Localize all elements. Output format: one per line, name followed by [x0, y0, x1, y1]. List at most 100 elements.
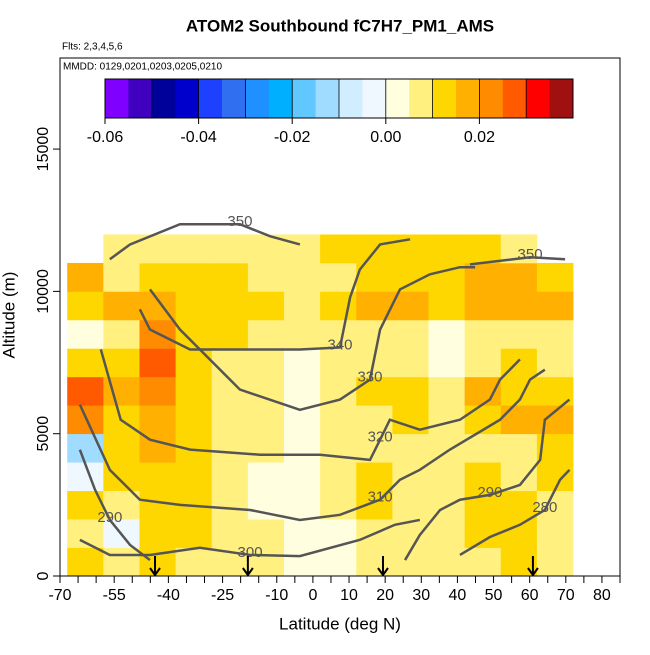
heatmap-cell [500, 433, 538, 463]
x-tick-label: -10 [265, 587, 288, 604]
heatmap-cell [103, 291, 140, 321]
colorbar-swatch [339, 79, 363, 118]
contour-label: 350 [227, 213, 252, 230]
contour-line [78, 449, 151, 562]
heatmap-cell [139, 433, 177, 463]
heatmap-cell [284, 462, 321, 492]
contour-label: 340 [327, 336, 352, 353]
heatmap-cell [67, 319, 104, 349]
contour-label: 290 [97, 509, 122, 526]
heatmap-cell [392, 319, 429, 349]
heatmap-cell [356, 376, 393, 406]
colorbar-swatch [432, 79, 457, 118]
colorbar-swatch [198, 79, 223, 118]
heatmap-cell [356, 462, 393, 492]
heatmap-cell [139, 462, 177, 492]
x-tick-label: -70 [48, 587, 71, 604]
plot-frame [59, 57, 621, 577]
heatmap-cell [536, 462, 574, 492]
heatmap-cell [500, 490, 538, 520]
heatmap-cell [536, 319, 574, 349]
x-tick-label: 0 [308, 587, 317, 604]
heatmap-cell [284, 319, 321, 349]
heatmap-cell [175, 348, 213, 378]
heatmap-cell [103, 433, 140, 463]
colorbar-swatch [502, 79, 527, 118]
contour-line [403, 398, 571, 561]
heatmap-cell [103, 234, 140, 264]
heatmap-cell [139, 490, 177, 520]
contour-label: 350 [518, 246, 543, 263]
heatmap-cell [464, 348, 502, 378]
colorbar-swatch [526, 79, 551, 118]
contour-label: 330 [357, 369, 382, 386]
x-tick-label: 60 [521, 587, 539, 604]
heatmap-cell [500, 319, 538, 349]
heatmap-cell [464, 291, 502, 321]
contour-label: 290 [477, 484, 502, 501]
colorbar-tick-label: -0.04 [180, 129, 217, 146]
contour-line [79, 518, 421, 558]
contour-line [148, 265, 476, 412]
flight-arrow [242, 556, 254, 577]
heatmap-cell [536, 291, 574, 321]
heatmap-cell [356, 405, 393, 435]
heatmap-cell [284, 348, 321, 378]
heatmap-cell [103, 348, 140, 378]
colorbar-swatch [456, 79, 480, 118]
heatmap-cell [247, 462, 285, 492]
heatmap-cell [175, 291, 213, 321]
heatmap-cell [320, 348, 357, 378]
colorbar-swatch [151, 79, 176, 118]
x-tick-label: -25 [211, 587, 234, 604]
contour-label: 310 [368, 489, 393, 506]
heatmap-cell [247, 319, 285, 349]
colorbar-frame [104, 78, 574, 119]
contour-label: 320 [368, 429, 393, 446]
heatmap-cell [464, 319, 502, 349]
x-axis-label: Latitude (deg N) [279, 614, 401, 633]
heatmap-cell [356, 319, 393, 349]
heatmap-cell [536, 348, 574, 378]
y-tick-label: 10000 [35, 269, 52, 314]
heatmap-cell [175, 405, 213, 435]
heatmap-cell [67, 291, 104, 321]
heatmap-cell [464, 376, 502, 406]
x-tick-label: 30 [412, 587, 430, 604]
heatmap-cell [356, 490, 393, 520]
x-tick-label: 10 [340, 587, 358, 604]
heatmap-cell [428, 519, 466, 548]
colorbar-swatch [292, 79, 317, 118]
heatmap-cell [67, 547, 104, 577]
heatmap-cell [500, 462, 538, 492]
heatmap-cell [139, 348, 177, 378]
colorbar-swatch [362, 79, 387, 118]
heatmap-cell [103, 262, 140, 292]
heatmap-cell [247, 348, 285, 378]
heatmap-cell [211, 519, 249, 548]
heatmap-cell [284, 519, 321, 548]
colorbar-tick-label: -0.06 [87, 129, 124, 146]
heatmap-cell [247, 433, 285, 463]
heatmap-cell [320, 262, 357, 292]
heatmap-cell [320, 234, 357, 264]
colorbar-swatch [549, 79, 574, 118]
heatmap-cell [320, 462, 357, 492]
heatmap-cell [211, 262, 249, 292]
heatmap-cell [67, 348, 104, 378]
heatmap-cell [247, 291, 285, 321]
heatmap-cell [536, 547, 574, 577]
annotation: MMDD: 0129,0201,0203,0205,0210 [63, 62, 222, 73]
heatmap-cell [139, 405, 177, 435]
heatmap-cell [428, 490, 466, 520]
heatmap-cell [392, 490, 429, 520]
heatmap-cell [284, 291, 321, 321]
heatmap-cell [428, 433, 466, 463]
heatmap-cell [428, 547, 466, 577]
heatmap-cell [211, 405, 249, 435]
heatmap-cell [392, 348, 429, 378]
heatmap-cell [284, 234, 321, 264]
colorbar-swatch [315, 79, 340, 118]
heatmap-cell [356, 234, 393, 264]
colorbar-tick-label: 0.02 [464, 129, 495, 146]
